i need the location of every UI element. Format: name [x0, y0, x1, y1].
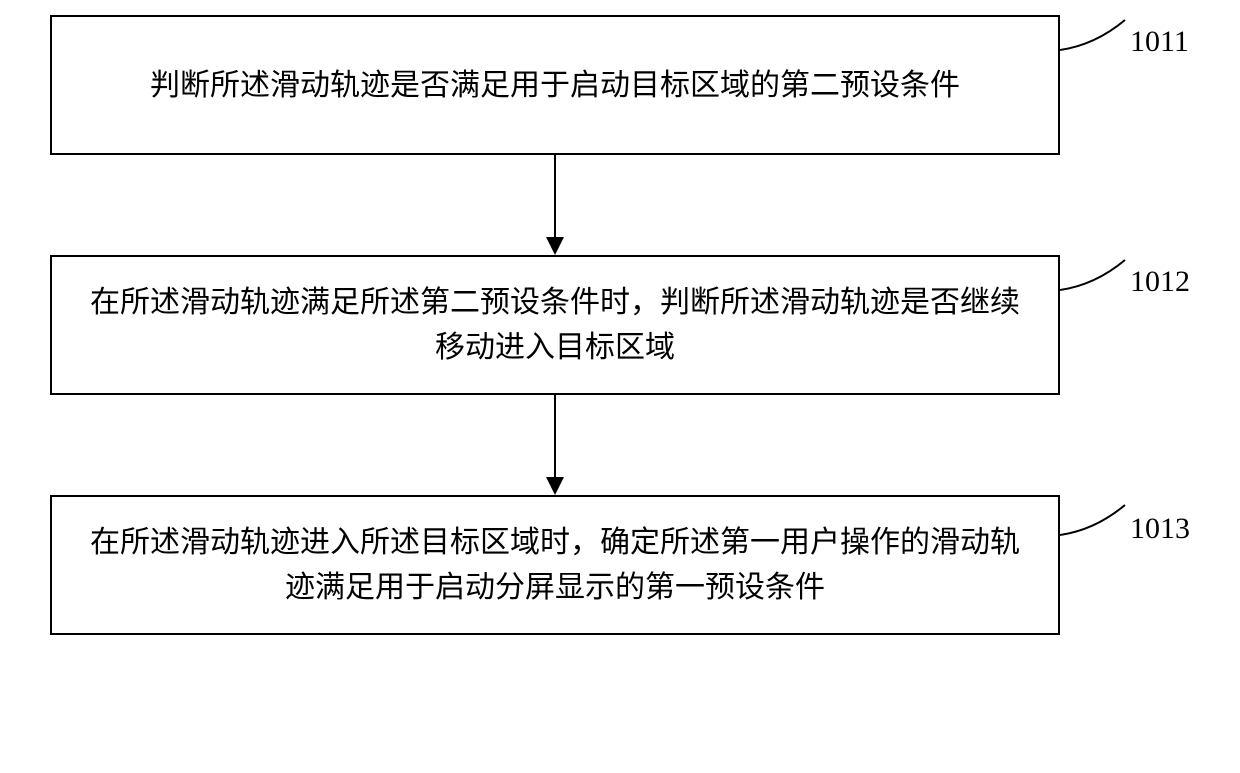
label-bracket-1012: [1060, 255, 1130, 305]
flowchart-node-1012: 在所述滑动轨迹满足所述第二预设条件时，判断所述滑动轨迹是否继续移动进入目标区域: [50, 255, 1060, 395]
label-bracket-1013: [1060, 500, 1130, 550]
flowchart-node-1011: 判断所述滑动轨迹是否满足用于启动目标区域的第二预设条件: [50, 15, 1060, 155]
node-text: 在所述滑动轨迹进入所述目标区域时，确定所述第一用户操作的滑动轨迹满足用于启动分屏…: [82, 520, 1028, 610]
flowchart-container: 判断所述滑动轨迹是否满足用于启动目标区域的第二预设条件 1011 在所述滑动轨迹…: [0, 0, 1240, 773]
node-label-1013: 1013: [1130, 512, 1190, 546]
label-bracket-1011: [1060, 15, 1130, 65]
node-text: 在所述滑动轨迹满足所述第二预设条件时，判断所述滑动轨迹是否继续移动进入目标区域: [82, 280, 1028, 370]
arrow-1012-1013: [540, 395, 570, 495]
flowchart-node-1013: 在所述滑动轨迹进入所述目标区域时，确定所述第一用户操作的滑动轨迹满足用于启动分屏…: [50, 495, 1060, 635]
node-label-1012: 1012: [1130, 265, 1190, 299]
arrow-1011-1012: [540, 155, 570, 255]
node-label-1011: 1011: [1130, 25, 1189, 59]
node-text: 判断所述滑动轨迹是否满足用于启动目标区域的第二预设条件: [150, 63, 960, 108]
